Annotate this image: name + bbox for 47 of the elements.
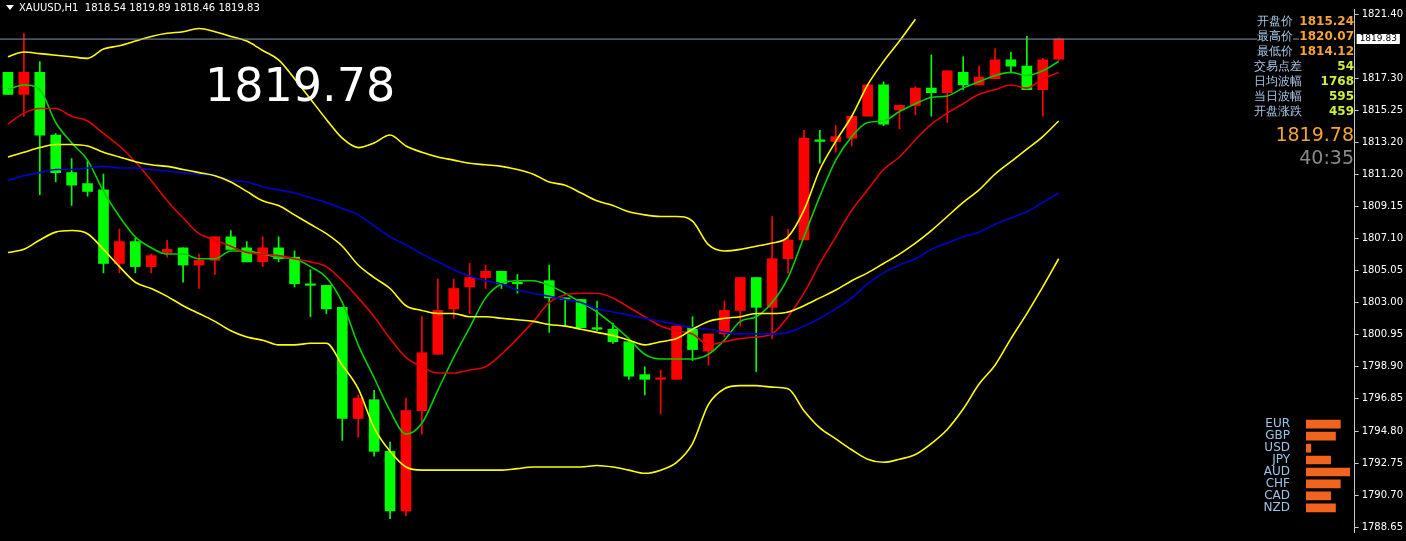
y-tick-label: 1792.75 <box>1361 456 1404 468</box>
y-tick-label: EUR <box>1265 416 1290 431</box>
candlestick <box>655 369 667 415</box>
y-tick-label: 1790.70 <box>1361 488 1404 500</box>
y-tick-label: 1794.80 <box>1361 424 1404 436</box>
text: 日均波幅 1768 <box>1254 74 1354 88</box>
line-series <box>7 18 917 252</box>
y-tick-label: NZD <box>1263 499 1290 514</box>
y-tick-label: 1817.30 <box>1361 72 1404 84</box>
text: 40:35 <box>1298 146 1354 169</box>
y-tick-label: 1809.15 <box>1361 199 1404 211</box>
text: 最高价 1820.07 <box>1257 29 1354 44</box>
bar <box>1306 431 1336 441</box>
y-tick-label: 1811.20 <box>1361 167 1404 179</box>
y-tick-label: 1788.65 <box>1361 520 1404 532</box>
y-tick-label: 1798.90 <box>1361 360 1404 372</box>
y-tick-label: JPY <box>1271 452 1291 467</box>
y-tick-label: 1815.25 <box>1361 104 1404 116</box>
chart-title: XAUUSD,H1 1818.54 1819.89 1818.46 1819.83 <box>19 2 260 13</box>
y-tick-label: 1803.00 <box>1361 296 1404 308</box>
text: 1819.78 <box>1274 123 1354 146</box>
y-tick-label: 1800.95 <box>1361 328 1404 340</box>
candlestick <box>639 366 651 396</box>
text: 开盘涨跌 459 <box>1254 104 1354 118</box>
y-tick-label: CAD <box>1264 488 1290 502</box>
bar <box>1306 503 1336 513</box>
y-tick-label: AUD <box>1263 464 1290 479</box>
bar <box>1306 455 1331 465</box>
bar <box>1306 479 1341 489</box>
y-tick-label: 1813.20 <box>1361 136 1404 148</box>
text: 交易点差 54 <box>1254 59 1354 73</box>
text: 最低价 1814.12 <box>1257 44 1354 59</box>
y-tick-label: 1796.85 <box>1361 392 1404 404</box>
line-series <box>7 229 1060 475</box>
y-tick-label: CHF <box>1265 476 1291 491</box>
text: 开盘价 1815.24 <box>1257 14 1354 29</box>
y-tick-label: USD <box>1264 440 1290 455</box>
y-tick-label: 1821.40 <box>1361 8 1404 20</box>
y-tick-label: GBP <box>1265 428 1290 443</box>
text: 当日波幅 595 <box>1254 89 1354 103</box>
bar <box>1306 467 1350 477</box>
ref-line-label: 1819.83 <box>1359 33 1397 44</box>
y-tick-label: 1805.05 <box>1361 264 1404 276</box>
y-tick-label: 1807.10 <box>1361 231 1404 243</box>
candlestick <box>814 130 826 164</box>
bar <box>1306 419 1341 429</box>
bar <box>1306 491 1331 501</box>
